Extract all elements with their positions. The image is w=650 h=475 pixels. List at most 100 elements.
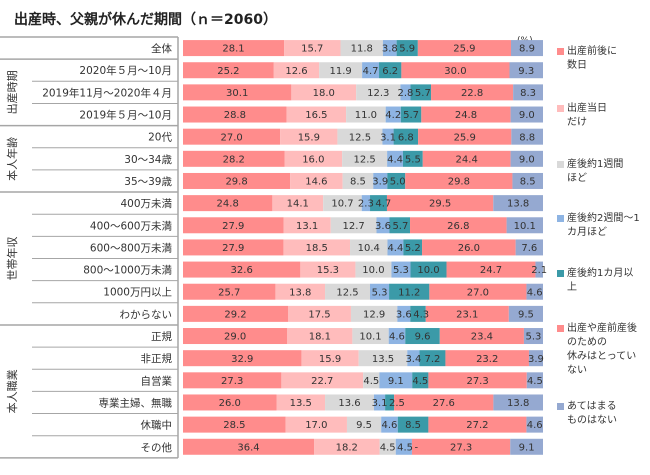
data-label: 4.4 (387, 154, 403, 165)
data-label: 28.2 (223, 154, 245, 165)
data-label: 3.6 (396, 309, 412, 320)
row-label: 正規 (151, 331, 172, 343)
bar-segment (395, 438, 412, 455)
data-label: 29.0 (224, 332, 246, 343)
row-label: 400〜600万未満 (90, 220, 173, 232)
bar-segment (387, 239, 404, 256)
row-label: 専業主婦、無職 (99, 396, 173, 409)
bar-segment (355, 261, 392, 278)
legend-label: 産後約1週間 ほど (567, 159, 624, 184)
row-label: わからない (120, 309, 173, 321)
bar-segment (286, 106, 347, 123)
bar-segment (397, 305, 411, 322)
legend-label: 産後約2週間〜1 カ月ほど (567, 213, 640, 238)
legend-swatch-icon (557, 269, 564, 277)
data-label: 15.9 (298, 132, 320, 143)
legend-item: 産後約2週間〜1 カ月ほど (557, 212, 649, 240)
legend-swatch-icon (557, 402, 564, 410)
data-label: 22.8 (461, 88, 483, 99)
data-label: 12.3 (367, 88, 389, 99)
data-label: 4.2 (385, 110, 401, 121)
bar-segment (382, 40, 397, 57)
bar-segment (350, 239, 388, 256)
data-label: 4.6 (382, 420, 398, 431)
data-label: 4.3 (413, 309, 429, 320)
data-label: 10.1 (514, 221, 536, 232)
data-label: 12.7 (343, 221, 365, 232)
row-label: 2019年５月〜10月 (79, 109, 172, 122)
data-label: 29.8 (225, 177, 247, 188)
bar-segment (291, 84, 357, 101)
bar-segment (510, 438, 543, 455)
data-label: 16.5 (305, 110, 327, 121)
bar-segment (330, 217, 377, 234)
bar-segment (183, 172, 291, 189)
bar-segment (401, 62, 510, 79)
data-label: 4.5 (380, 442, 396, 453)
chart-title: 出産時、父親が休んだ期間（ｎ＝2060） (14, 12, 277, 28)
bar-segment (428, 416, 527, 433)
data-label: 13.8 (289, 287, 311, 298)
bar-segment (373, 394, 386, 411)
bar-segment (493, 195, 543, 212)
bar-segment (385, 394, 395, 411)
data-label: 24.8 (455, 110, 477, 121)
bar-segment (337, 128, 383, 145)
data-label: 5.3 (526, 332, 542, 343)
data-label: 8.8 (519, 132, 535, 143)
bar-segment (429, 283, 527, 300)
data-label: 8.5 (520, 177, 536, 188)
data-label: 29.5 (429, 199, 451, 210)
data-label: 4.5 (363, 376, 379, 387)
row-label: 1000万円以上 (103, 287, 172, 299)
bar-segment (385, 106, 401, 123)
bar-segment (183, 150, 285, 167)
data-label: 10.4 (358, 243, 380, 254)
data-label: 3.9 (372, 177, 388, 188)
bar-segment (515, 239, 543, 256)
bar-segment (410, 305, 426, 322)
data-label: 7.6 (521, 243, 537, 254)
group-label: 出産時期 (5, 70, 19, 114)
data-label: 26.0 (219, 398, 241, 409)
data-label: 13.8 (507, 199, 529, 210)
bar-segment (405, 328, 440, 345)
data-label: 9.5 (518, 309, 534, 320)
bar-segment (352, 328, 389, 345)
bar-segment (418, 128, 512, 145)
bar-segment (403, 239, 423, 256)
data-label: 27.3 (450, 442, 472, 453)
data-label: 26.8 (447, 221, 469, 232)
bar-segment (400, 106, 422, 123)
legend-swatch-icon (557, 214, 564, 222)
data-label: 30.0 (444, 66, 466, 77)
bar-segment (407, 350, 420, 367)
data-label: 29.2 (224, 309, 246, 320)
data-label: 11.0 (355, 110, 377, 121)
bar-segment (183, 438, 315, 455)
data-label: 9.0 (519, 154, 535, 165)
data-label: 10.0 (417, 265, 439, 276)
data-label: 9.1 (388, 376, 404, 387)
data-label: 13.8 (507, 398, 529, 409)
bar-segment (382, 128, 394, 145)
bar-segment (510, 106, 543, 123)
data-label: 3.8 (382, 44, 398, 55)
bar-segment (526, 283, 543, 300)
data-label: 23.1 (456, 309, 478, 320)
bar-segment (389, 217, 411, 234)
bar-segment (400, 84, 411, 101)
bar-segment (535, 261, 543, 278)
data-label: 29.8 (448, 177, 470, 188)
bar-segment (373, 172, 388, 189)
legend-item: 出産前後に 数日 (557, 45, 649, 73)
bar-segment (361, 195, 371, 212)
bar-segment (510, 150, 543, 167)
row-label: 35〜39歳 (124, 176, 172, 188)
bar-segment (506, 217, 543, 234)
data-label: 2.1 (531, 265, 547, 276)
data-label: 17.0 (305, 420, 327, 431)
bar-segment (422, 150, 511, 167)
data-label: 9.6 (415, 332, 431, 343)
